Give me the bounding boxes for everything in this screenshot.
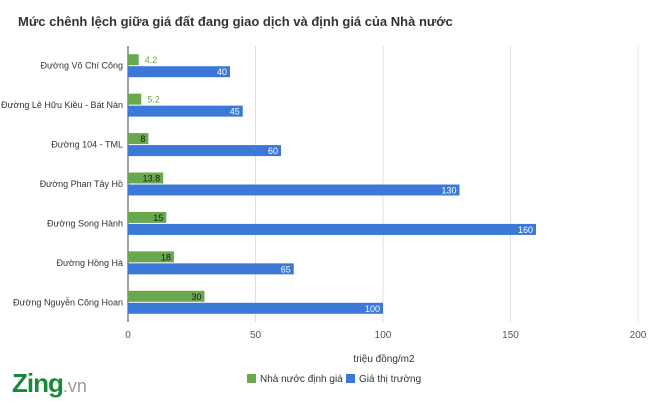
bar-market-price — [128, 145, 281, 157]
data-label-market-price: 60 — [268, 146, 278, 156]
category-label: Đường Phan Tây Hồ — [40, 179, 123, 189]
bar-state-valuation — [128, 172, 164, 184]
category-label: Đường Song Hành — [47, 218, 123, 228]
data-label-market-price: 160 — [518, 225, 533, 235]
bar-state-valuation — [128, 251, 174, 263]
data-label-market-price: 40 — [217, 67, 227, 77]
data-label-state-valuation: 4.2 — [145, 55, 158, 65]
bar-market-price — [128, 105, 243, 117]
category-label: Đường Lê Hữu Kiều - Bát Nàn — [1, 100, 123, 110]
bar-market-price — [128, 302, 383, 314]
data-label-state-valuation: 15 — [153, 213, 163, 223]
chart-title: Mức chênh lệch giữa giá đất đang giao dị… — [18, 14, 453, 29]
zing-logo: Zing.vn — [12, 370, 87, 396]
category-label: Đường Võ Chí Công — [41, 61, 123, 71]
legend-swatch-state-valuation — [247, 374, 256, 383]
data-label-market-price: 45 — [230, 107, 240, 117]
bar-state-valuation — [128, 93, 142, 105]
bar-state-valuation — [128, 54, 139, 66]
x-axis-label: triệu đồng/m2 — [353, 353, 415, 365]
x-tick-label: 0 — [125, 330, 131, 341]
bar-market-price — [128, 263, 294, 275]
bar-market-price — [128, 184, 460, 196]
bar-market-price — [128, 223, 536, 235]
brand-main: Zing — [12, 368, 64, 398]
data-label-market-price: 130 — [441, 186, 456, 196]
data-label-state-valuation: 30 — [191, 292, 201, 302]
data-label-state-valuation: 5.2 — [147, 95, 160, 105]
legend-swatch-market-price — [346, 374, 355, 383]
category-label: Đường Hồng Hà — [57, 258, 123, 268]
bar-market-price — [128, 66, 230, 78]
data-label-state-valuation: 13.8 — [143, 174, 161, 184]
bar-state-valuation — [128, 290, 205, 302]
data-label-state-valuation: 18 — [161, 252, 171, 262]
category-label: Đường Nguyễn Công Hoan — [13, 297, 123, 307]
bar-state-valuation — [128, 133, 149, 145]
data-label-market-price: 65 — [281, 264, 291, 274]
x-tick-label: 200 — [630, 330, 647, 341]
category-label: Đường 104 - TML — [51, 140, 123, 150]
legend-label-market-price: Giá thị trường — [359, 374, 421, 385]
x-tick-label: 100 — [375, 330, 392, 341]
bar-state-valuation — [128, 211, 167, 223]
brand-suffix: .vn — [62, 376, 87, 396]
x-tick-label: 50 — [250, 330, 262, 341]
legend-label-state-valuation: Nhà nước định giá — [260, 374, 343, 385]
data-label-market-price: 100 — [365, 304, 380, 314]
data-label-state-valuation: 8 — [140, 134, 145, 144]
x-tick-label: 150 — [502, 330, 519, 341]
